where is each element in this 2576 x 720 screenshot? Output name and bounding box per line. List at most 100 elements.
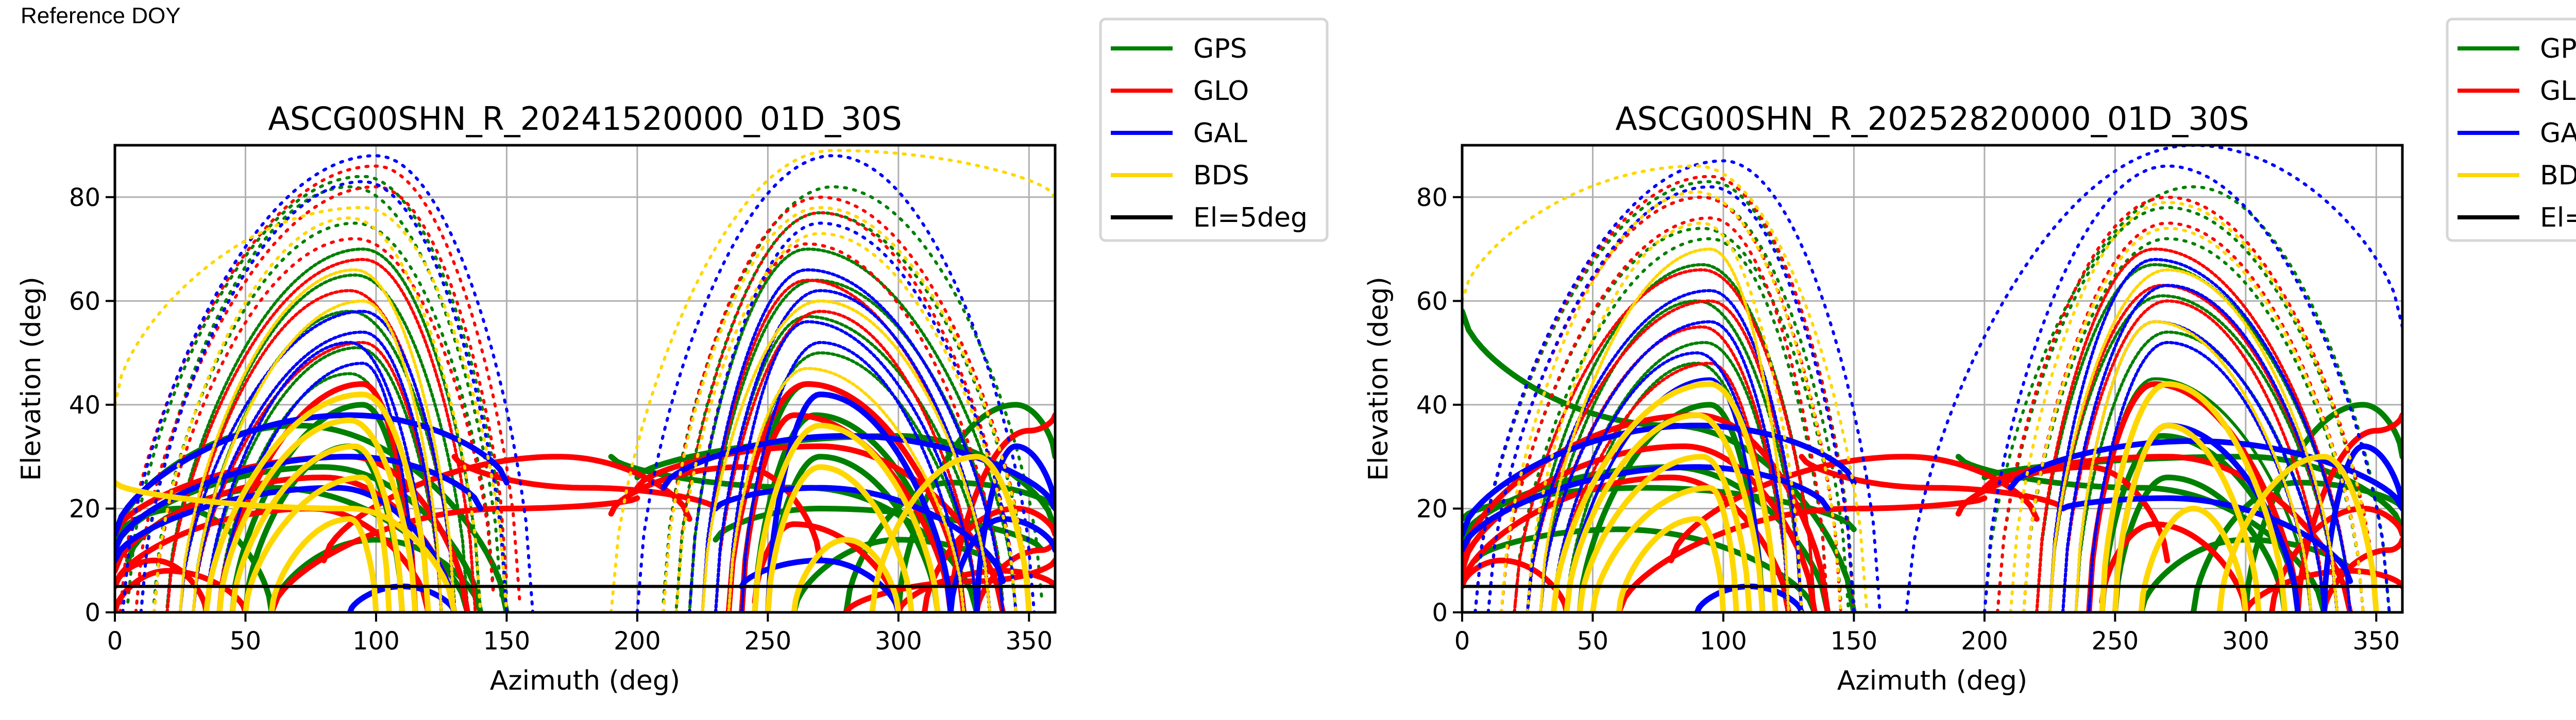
track-gal-18 <box>2321 443 2402 612</box>
track-bds-8 <box>1616 516 1726 612</box>
legend-label: BDS <box>2540 160 2576 191</box>
legend-label: GPS <box>1193 33 1247 64</box>
y-tick-label: 40 <box>1416 391 1448 420</box>
track-gps-3 <box>165 247 482 612</box>
y-axis-label: Elevation (deg) <box>1363 277 1394 481</box>
track-bds-4 <box>203 391 431 612</box>
track-bds-3 <box>192 299 443 612</box>
x-tick-label: 150 <box>483 627 531 656</box>
track-bds-1 <box>1500 190 1843 612</box>
track-glo-10 <box>115 557 209 612</box>
legend-label: GAL <box>2540 118 2576 149</box>
x-tick-label: 200 <box>614 627 661 656</box>
track-gal-12 <box>701 268 1005 612</box>
track-bds-2 <box>1526 221 1803 612</box>
satellite-tracks <box>1462 145 2402 612</box>
track-glo-12 <box>268 495 640 612</box>
track-bds-13 <box>2099 381 2288 612</box>
x-tick-label: 0 <box>1454 627 1470 656</box>
track-bds-1 <box>152 216 482 612</box>
y-tick-label: 0 <box>84 598 100 627</box>
track-gal-12 <box>2061 284 2339 612</box>
track-gps-1 <box>1486 195 1851 612</box>
track-gal-1 <box>1486 185 1856 612</box>
x-tick-label: 100 <box>1700 627 1747 656</box>
track-gal-13 <box>714 289 992 612</box>
y-tick-label: 60 <box>69 287 100 316</box>
track-bds-11 <box>662 205 1031 612</box>
track-gps-18 <box>701 279 1005 612</box>
track-glo-5 <box>192 340 443 612</box>
track-glo-29 <box>843 557 1055 612</box>
y-tick-label: 20 <box>1416 494 1448 523</box>
track-bds-12 <box>674 232 1018 612</box>
y-tick-label: 60 <box>1416 287 1448 316</box>
x-tick-label: 250 <box>744 627 792 656</box>
track-bds-0 <box>1462 164 1869 612</box>
track-glo-7 <box>1462 412 1831 612</box>
legend-item-el-5deg: El=5deg <box>1111 202 1308 233</box>
track-bds-0 <box>115 205 509 612</box>
track-gal-17 <box>2060 495 2353 584</box>
legend-item-glo: GLO <box>1111 76 1249 107</box>
chart-title: ASCG00SHN_R_20241520000_01D_30S <box>268 100 902 138</box>
track-glo-8 <box>1462 443 1818 612</box>
track-gps-15 <box>2022 237 2365 612</box>
track-gal-14 <box>727 320 978 612</box>
track-glo-1 <box>1486 195 1843 612</box>
track-glo-2 <box>152 237 496 612</box>
track-bds-16 <box>2216 454 2379 612</box>
track-gps-17 <box>2048 294 2339 612</box>
track-bds-7 <box>1590 485 1739 612</box>
x-tick-label: 300 <box>875 627 922 656</box>
track-bds-2 <box>178 268 456 612</box>
series-gal <box>115 154 1055 612</box>
track-gal-20 <box>974 443 1055 612</box>
track-gps-2 <box>1500 227 1843 612</box>
legend-item-gps: GPS <box>2458 33 2576 64</box>
y-tick-label: 20 <box>69 494 100 523</box>
track-gal-3 <box>192 330 443 612</box>
satellite-tracks <box>115 149 1055 612</box>
track-bds-15 <box>2138 505 2249 612</box>
track-glo-26 <box>2321 537 2402 612</box>
track-bds-12 <box>2074 320 2313 612</box>
x-tick-label: 200 <box>1961 627 2008 656</box>
figure-label: Reference DOY <box>21 3 181 28</box>
x-axis-label: Azimuth (deg) <box>1837 665 2027 696</box>
track-bds-9 <box>2009 200 2378 612</box>
track-gps-3 <box>1513 237 1829 612</box>
track-bds-8 <box>268 516 379 612</box>
track-gal-15 <box>740 340 965 612</box>
x-tick-label: 350 <box>2352 627 2400 656</box>
track-bds-7 <box>243 474 392 612</box>
x-tick-label: 150 <box>1831 627 1878 656</box>
track-glo-14 <box>451 454 719 511</box>
track-gps-1 <box>139 185 503 612</box>
legend-item-bds: BDS <box>2458 160 2576 191</box>
track-bds-14 <box>2112 422 2262 612</box>
track-glo-2 <box>1500 216 1829 612</box>
track-gal-11 <box>688 221 1018 612</box>
legend-label: GAL <box>1193 118 1247 149</box>
y-tick-label: 40 <box>69 391 100 420</box>
legend-item-gal: GAL <box>1111 118 1247 149</box>
track-gal-4 <box>205 340 430 612</box>
track-bds-9 <box>115 479 457 612</box>
legend-label: GPS <box>2540 33 2576 64</box>
track-bds-3 <box>1539 247 1790 612</box>
y-axis-label: Elevation (deg) <box>16 277 47 481</box>
track-glo-6 <box>1552 362 1777 612</box>
track-gal-1 <box>139 180 509 612</box>
track-gps-17 <box>688 247 1018 612</box>
track-gal-4 <box>1552 351 1777 612</box>
y-tick-label: 80 <box>1416 183 1448 212</box>
track-glo-19 <box>714 310 978 612</box>
x-tick-label: 250 <box>2092 627 2139 656</box>
track-gps-6 <box>205 346 443 612</box>
legend-box <box>1099 18 1329 242</box>
track-gps-0 <box>126 175 509 604</box>
x-axis-label: Azimuth (deg) <box>490 665 680 696</box>
track-glo-11 <box>1616 495 1988 612</box>
legend-item-el-5deg: El=5deg <box>2458 202 2576 233</box>
